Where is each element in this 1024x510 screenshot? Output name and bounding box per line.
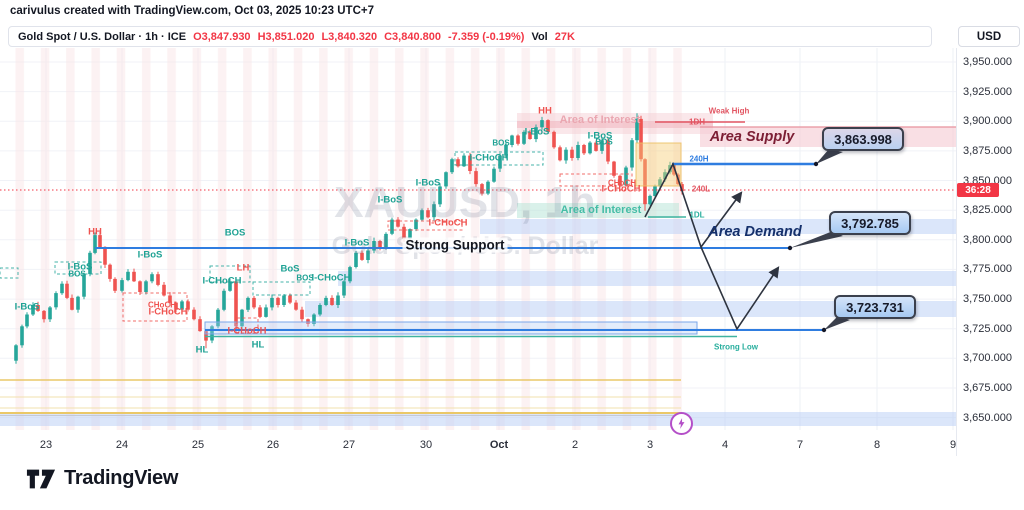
time-axis-label: 25: [191, 439, 205, 451]
time-axis-label: 7: [796, 439, 804, 451]
attribution-text: carivulus created with TradingView.com, …: [10, 5, 375, 17]
time-axis-label: 24: [115, 439, 129, 451]
time-axis-label: 27: [342, 439, 356, 451]
tradingview-logo-text: TradingView: [64, 467, 179, 489]
time-axis-label: 23: [39, 439, 53, 451]
symbol-legend[interactable]: Gold Spot / U.S. Dollar · 1h · ICE O3,84…: [8, 26, 932, 47]
price-axis-label: 3,650.000: [963, 411, 1012, 424]
symbol-title: Gold Spot / U.S. Dollar · 1h · ICE: [18, 30, 187, 43]
time-axis-label: 4: [721, 439, 729, 451]
time-axis-label: Oct: [489, 439, 509, 451]
volume-value: 27K: [554, 30, 575, 43]
time-axis-label: 9: [949, 439, 957, 451]
price-change: -7.359 (-0.19%): [448, 30, 525, 43]
price-axis-label: 3,775.000: [963, 263, 1012, 276]
price-axis-label: 3,750.000: [963, 293, 1012, 306]
price-axis-label: 3,825.000: [963, 204, 1012, 217]
price-axis-label: 3,950.000: [963, 56, 1012, 68]
tradingview-logo[interactable]: TradingView: [26, 467, 178, 490]
time-axis-label: 30: [419, 439, 433, 451]
price-axis-label: 3,675.000: [963, 382, 1012, 394]
price-callout[interactable]: 3,723.731: [834, 295, 916, 319]
price-axis-label: 3,800.000: [963, 233, 1012, 246]
ohlc-high: H3,851.020: [257, 30, 315, 43]
bar-countdown-tag: 36:28: [957, 183, 999, 197]
ohlc-low: L3,840.320: [321, 30, 378, 43]
lightning-icon[interactable]: [670, 412, 693, 435]
currency-toggle-button[interactable]: USD: [958, 26, 1020, 47]
tradingview-logo-mark: [26, 469, 56, 488]
price-axis-label: 3,900.000: [963, 115, 1012, 128]
time-axis-label: 8: [873, 439, 881, 451]
ohlc-close: C3,840.800: [384, 30, 441, 43]
time-axis-label: 26: [266, 439, 280, 451]
price-callout[interactable]: 3,792.785: [829, 211, 911, 235]
price-axis-label: 3,725.000: [963, 322, 1012, 335]
lightning-bolt-glyph: [678, 418, 685, 429]
volume-label: Vol: [531, 30, 548, 43]
time-axis-label: 3: [646, 439, 654, 451]
price-axis-label: 3,925.000: [963, 85, 1012, 98]
price-callout[interactable]: 3,863.998: [822, 127, 904, 151]
price-axis-label: 3,700.000: [963, 352, 1012, 365]
price-axis-label: 3,875.000: [963, 144, 1012, 157]
price-axis-separator: [956, 48, 957, 456]
ohlc-open: O3,847.930: [193, 30, 251, 43]
time-axis-label: 2: [571, 439, 579, 451]
